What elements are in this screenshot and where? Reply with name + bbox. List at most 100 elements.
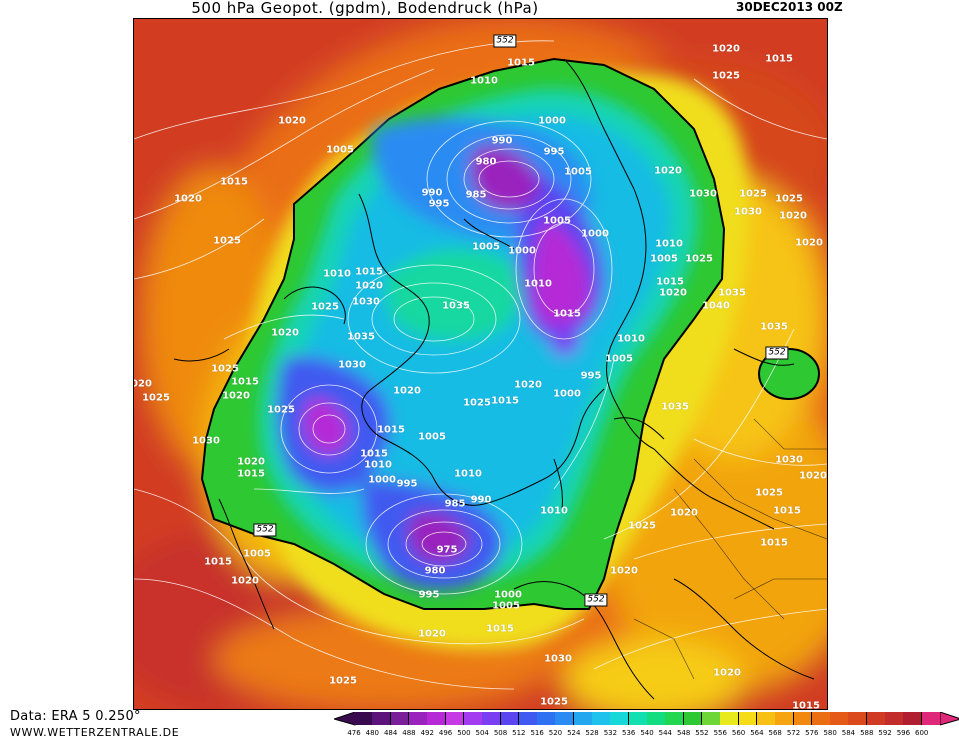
pressure-label: 1005 [418, 431, 446, 443]
pressure-label: 1025 [311, 301, 339, 313]
pressure-label: 1020 [670, 507, 698, 519]
pressure-label: 1015 [553, 308, 581, 320]
pressure-label: 980 [424, 565, 446, 577]
legend-swatch [518, 712, 538, 725]
legend-label: 484 [383, 729, 398, 737]
legend-label: 544 [658, 729, 672, 737]
pressure-label: 1020 [712, 43, 740, 55]
legend-label: 480 [365, 729, 379, 737]
weather-map[interactable]: 1015 1020 1015 1010 1025 1020 1000 990 1005 995 98… [133, 18, 828, 710]
legend-swatch [628, 712, 648, 725]
pressure-label: 1020 [134, 378, 152, 390]
pressure-label: 1020 [418, 628, 446, 640]
pressure-label: 1005 [492, 600, 520, 612]
legend-swatch [445, 712, 465, 725]
legend-label: 576 [805, 729, 819, 737]
pressure-label: 1015 [237, 468, 265, 480]
legend-label: 488 [402, 729, 416, 737]
pressure-label: 995 [418, 589, 440, 601]
pressure-label: 990 [470, 494, 492, 506]
legend-label: 500 [457, 729, 471, 737]
legend-label: 536 [622, 729, 636, 737]
pressure-label: 1020 [271, 327, 299, 339]
pressure-label: 1015 [231, 376, 259, 388]
pressure-label: 1000 [494, 589, 522, 601]
pressure-label: 1020 [654, 165, 682, 177]
legend-swatch [537, 712, 556, 725]
legend-swatch [500, 712, 520, 725]
legend-label: 588 [860, 729, 874, 737]
website-link[interactable]: WWW.WETTERZENTRALE.DE [10, 726, 180, 739]
legend-swatch [921, 712, 941, 725]
pressure-label: 985 [444, 498, 466, 510]
pressure-label: 1005 [650, 253, 678, 265]
pressure-label: 1010 [524, 278, 552, 290]
pressure-label: 1035 [718, 287, 746, 299]
pressure-label: 1035 [661, 401, 689, 413]
legend-swatch [885, 712, 904, 725]
pressure-label: 1015 [656, 276, 684, 288]
pressure-label: 1020 [779, 210, 807, 222]
legend-swatch [592, 712, 611, 725]
pressure-label: 1000 [368, 474, 396, 486]
pressure-label: 1015 [377, 424, 405, 436]
footer-credits: Data: ERA 5 0.250° WWW.WETTERZENTRALE.DE [10, 709, 179, 739]
isobar-lines [134, 40, 827, 690]
contour-552-label-west: 552 [253, 523, 277, 537]
chart-title-bar: 500 hPa Geopot. (gpdm), Bodendruck (hPa)… [0, 0, 959, 18]
pressure-label: 995 [396, 478, 418, 490]
pressure-label: 1010 [540, 505, 568, 517]
pressure-label: 1015 [765, 53, 793, 65]
legend-label: 568 [768, 729, 782, 737]
legend-swatch [555, 712, 575, 725]
legend-swatch [610, 712, 630, 725]
pressure-label: 1000 [553, 388, 581, 400]
pressure-label: 1005 [564, 166, 592, 178]
pressure-label: 1005 [472, 241, 500, 253]
pressure-label: 1025 [628, 520, 656, 532]
legend-label: 532 [603, 729, 618, 737]
legend-label: 560 [731, 729, 746, 737]
pressure-label: 1025 [775, 193, 803, 205]
pressure-label: 1030 [544, 653, 572, 665]
pressure-label: 1025 [712, 70, 740, 82]
pressure-label: 1020 [355, 280, 383, 292]
pressure-label: 1010 [454, 468, 482, 480]
pressure-label: 990 [491, 135, 513, 147]
legend-swatch [427, 712, 447, 725]
pressure-label: 990 [421, 187, 443, 199]
pressure-label: 1000 [581, 228, 609, 240]
pressure-label: 1030 [192, 435, 220, 447]
legend-swatch [848, 712, 868, 725]
pressure-label: 995 [543, 146, 565, 158]
legend-swatch [408, 712, 428, 725]
pressure-label: 1005 [543, 215, 571, 227]
legend-swatch [683, 712, 703, 725]
pressure-label: 1015 [507, 57, 535, 69]
pressure-label: 1015 [760, 537, 788, 549]
legend-label: 508 [493, 729, 508, 737]
legend-swatch [811, 712, 831, 725]
legend-swatch [866, 712, 886, 725]
pressure-label: 1010 [323, 268, 351, 280]
pressure-label: 1005 [326, 144, 354, 156]
pressure-label: 1025 [739, 188, 767, 200]
pressure-label: 1015 [792, 700, 820, 710]
legend-swatch [573, 712, 593, 725]
pressure-label: 1020 [610, 565, 638, 577]
pressure-label: 1020 [659, 287, 687, 299]
legend-swatch [354, 712, 373, 725]
pressure-label: 1020 [795, 237, 823, 249]
pressure-label: 1040 [702, 300, 730, 312]
legend-swatch [482, 712, 501, 725]
pressure-label: 980 [475, 156, 497, 168]
pressure-label: 1025 [267, 404, 295, 416]
legend-label: 564 [750, 729, 764, 737]
color-legend: 476 480 484 488 492 496 500 504 508 512 516 520 524 5… [334, 712, 959, 741]
pressure-label: 1020 [514, 379, 542, 391]
legend-swatch [390, 712, 410, 725]
pressure-label: 1035 [442, 300, 470, 312]
pressure-label: 1030 [775, 454, 803, 466]
legend-label: 580 [823, 729, 837, 737]
legend-label: 552 [695, 729, 709, 737]
